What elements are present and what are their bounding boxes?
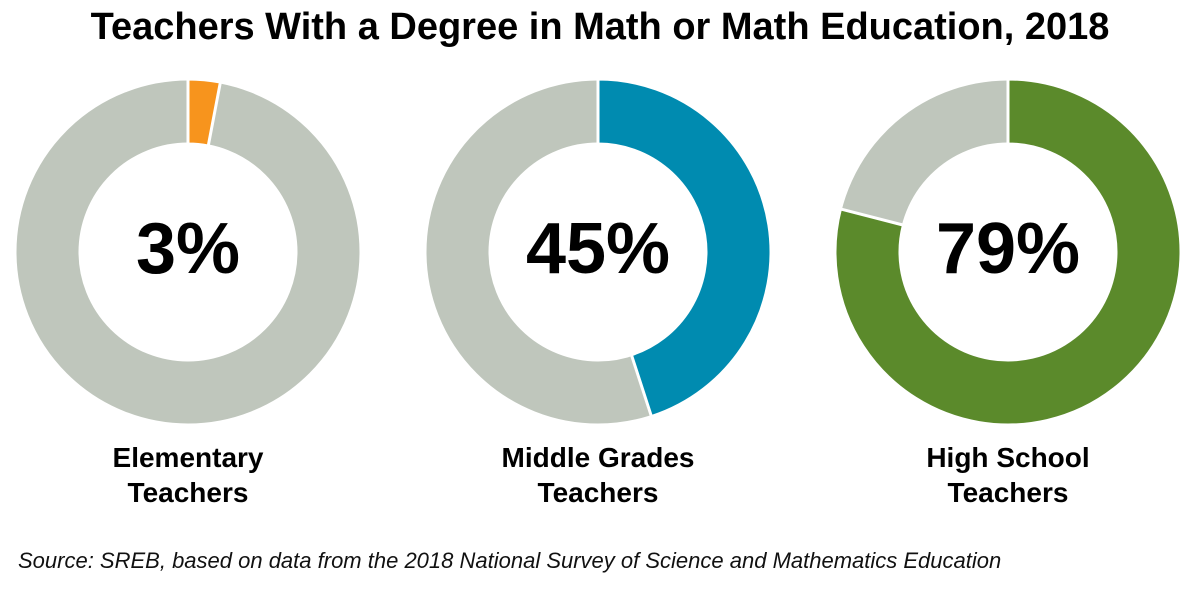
- donut-ring: [13, 77, 363, 427]
- center-value-label: 79%: [936, 209, 1080, 289]
- donut-slice: [833, 77, 1183, 427]
- category-label: Elementary Teachers: [112, 442, 264, 508]
- donut-slice: [596, 77, 773, 419]
- center-value-label: 45%: [526, 209, 670, 289]
- chart-title: Teachers With a Degree in Math or Math E…: [90, 6, 1110, 48]
- category-label: High School Teachers: [926, 442, 1090, 508]
- category-label: Middle Grades Teachers: [501, 442, 695, 508]
- center-value-label: 3%: [136, 209, 240, 289]
- donut-slice: [186, 77, 223, 148]
- source-note: Source: SREB, based on data from the 201…: [18, 548, 1002, 573]
